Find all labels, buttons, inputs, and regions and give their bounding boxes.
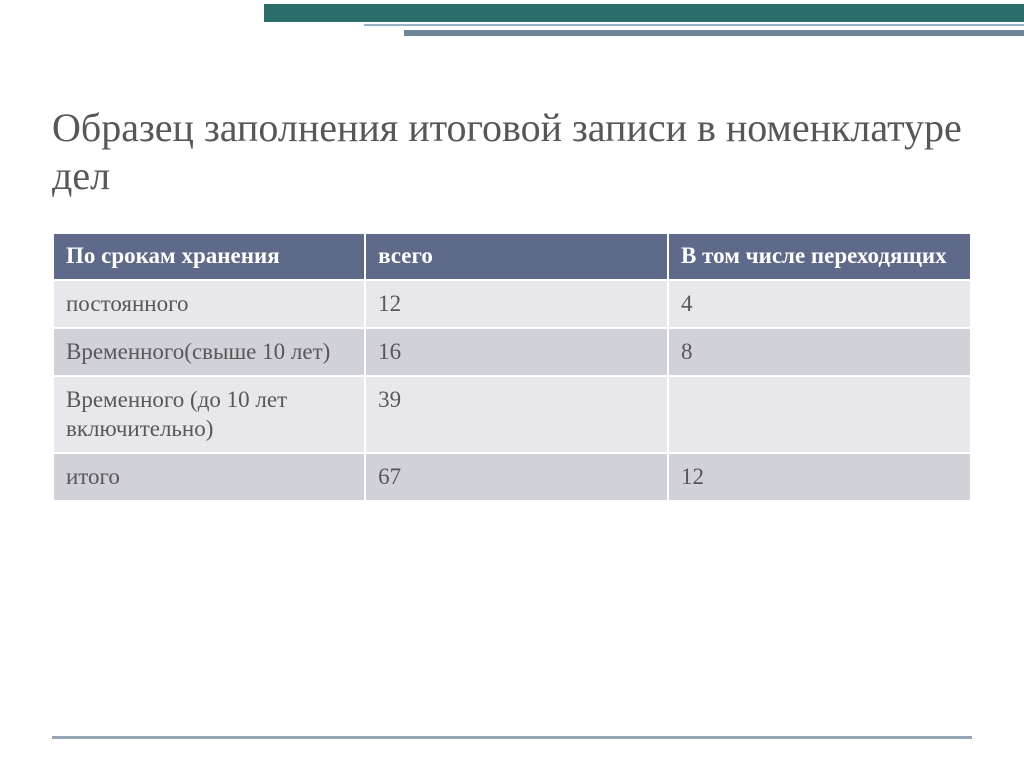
cell: 39 [365, 376, 668, 454]
cell [668, 376, 971, 454]
cell: 8 [668, 328, 971, 376]
cell: 67 [365, 453, 668, 501]
slide-content: Образец заполнения итоговой записи в ном… [52, 104, 972, 502]
top-decoration [264, 0, 1024, 48]
cell: постоянного [53, 280, 365, 328]
table-row: постоянного 12 4 [53, 280, 971, 328]
col-header-3: В том числе переходящих [668, 233, 971, 280]
cell: Временного(свыше 10 лет) [53, 328, 365, 376]
table-row: Временного(свыше 10 лет) 16 8 [53, 328, 971, 376]
bottom-decoration-line [52, 736, 972, 739]
cell: итого [53, 453, 365, 501]
table-row: Временного (до 10 лет включительно) 39 [53, 376, 971, 454]
col-header-1: По срокам хранения [53, 233, 365, 280]
cell: 4 [668, 280, 971, 328]
cell: 12 [668, 453, 971, 501]
col-header-2: всего [365, 233, 668, 280]
cell: Временного (до 10 лет включительно) [53, 376, 365, 454]
table-row: итого 67 12 [53, 453, 971, 501]
deco-bar-teal [264, 4, 1024, 22]
deco-bar-gray [404, 30, 1024, 36]
cell: 16 [365, 328, 668, 376]
data-table: По срокам хранения всего В том числе пер… [52, 232, 972, 502]
cell: 12 [365, 280, 668, 328]
deco-bar-light [364, 24, 1024, 26]
page-title: Образец заполнения итоговой записи в ном… [52, 104, 972, 200]
table-header-row: По срокам хранения всего В том числе пер… [53, 233, 971, 280]
